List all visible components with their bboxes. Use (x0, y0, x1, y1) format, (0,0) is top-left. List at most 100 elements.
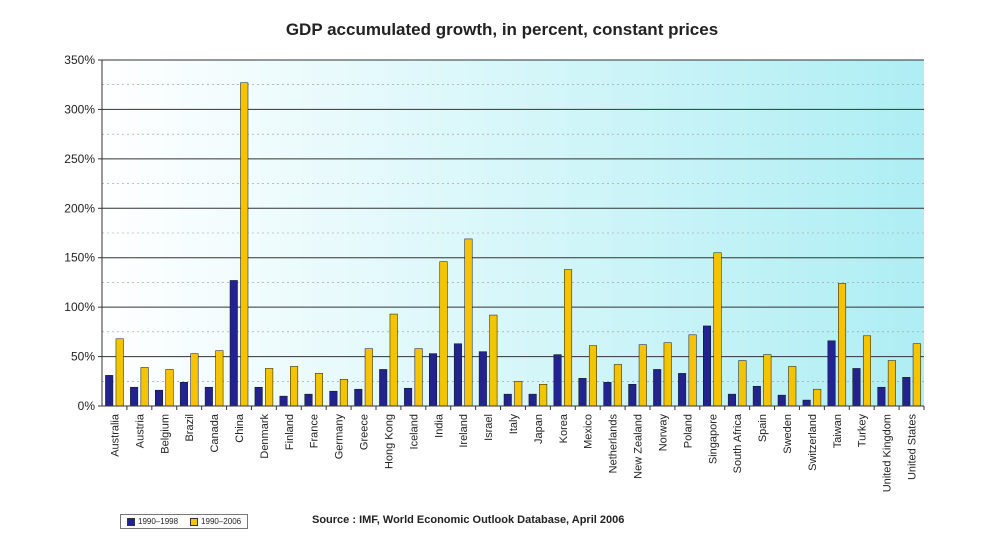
bar-series-1 (603, 382, 612, 407)
bar-series-2 (887, 360, 896, 407)
y-tick-label: 350% (64, 53, 95, 67)
bar-series-1 (777, 394, 786, 407)
x-axis: Australia Austria Belgium Brazil Canada China… (102, 405, 925, 492)
y-tick-label: 100% (64, 300, 95, 314)
x-tick-label: Hong Kong (383, 414, 395, 469)
bar-series-2 (514, 381, 523, 407)
bar-series-2 (813, 388, 822, 407)
bar-series-1 (204, 386, 213, 407)
bar-series-2 (912, 343, 921, 407)
legend-item-series-1: 1990–1998 (127, 517, 178, 526)
bar-series-2 (688, 334, 697, 407)
bar-series-1 (802, 399, 811, 407)
legend: 1990–1998 1990–2006 (120, 514, 249, 529)
bars-layer (105, 82, 921, 407)
bar-series-2 (314, 373, 323, 407)
y-tick-label: 200% (64, 201, 95, 215)
chart-title: GDP accumulated growth, in percent, cons… (285, 20, 719, 39)
bar-series-1 (628, 384, 637, 407)
bar-series-2 (489, 314, 498, 407)
bar-series-2 (439, 261, 448, 407)
y-tick-label: 300% (64, 102, 95, 116)
x-tick-label: Ireland (458, 414, 470, 448)
bar-series-1 (105, 375, 114, 407)
bar-series-1 (329, 390, 338, 407)
bar-series-1 (503, 393, 512, 407)
bar-series-2 (663, 342, 672, 407)
bar-series-2 (638, 344, 647, 407)
x-tick-label: Taiwan (832, 414, 844, 448)
x-tick-label: New Zealand (633, 414, 645, 479)
bar-series-1 (453, 343, 462, 407)
bar-series-2 (464, 238, 473, 407)
x-tick-label: Mexico (583, 414, 595, 449)
bar-series-2 (165, 369, 174, 407)
bar-series-2 (190, 353, 199, 407)
bar-series-1 (379, 369, 388, 407)
bar-series-1 (404, 387, 413, 407)
x-tick-label: United Kingdom (882, 414, 894, 492)
bar-series-2 (339, 379, 348, 407)
legend-label-series-1: 1990–1998 (138, 517, 179, 526)
x-tick-label: Korea (558, 413, 570, 443)
bar-series-1 (703, 325, 712, 407)
x-tick-label: Germany (334, 414, 346, 460)
bar-series-2 (115, 338, 124, 407)
y-axis: 0% 50% 100% 150% 200% 250% 300% 350% (64, 53, 103, 413)
bar-series-2 (862, 335, 871, 407)
x-tick-label: France (309, 414, 321, 448)
bar-series-1 (354, 388, 363, 407)
x-tick-label: Belgium (159, 414, 171, 454)
x-tick-label: Italy (508, 414, 520, 435)
bar-series-2 (414, 348, 423, 407)
x-tick-label: Iceland (408, 414, 420, 449)
bar-series-2 (240, 82, 249, 407)
bar-series-1 (553, 354, 562, 407)
x-tick-label: Brazil (184, 414, 196, 442)
x-tick-label: Greece (359, 414, 371, 450)
bar-series-1 (179, 382, 188, 407)
x-tick-label: Turkey (857, 414, 869, 448)
bar-series-1 (653, 369, 662, 407)
legend-swatch-series-2 (190, 517, 199, 526)
bar-series-1 (852, 368, 861, 407)
y-tick-label: 0% (78, 399, 96, 413)
bar-series-1 (279, 395, 288, 407)
source-note: Source : IMF, World Economic Outlook Dat… (312, 514, 625, 526)
bar-series-1 (678, 373, 687, 407)
bar-series-2 (788, 366, 797, 407)
bar-series-1 (827, 340, 836, 407)
bar-series-2 (564, 269, 573, 407)
bar-series-2 (140, 367, 149, 407)
bar-series-2 (713, 252, 722, 407)
bar-series-1 (877, 386, 886, 407)
x-tick-label: South Africa (732, 413, 744, 473)
x-tick-label: Singapore (707, 414, 719, 464)
y-tick-label: 50% (71, 350, 95, 364)
bar-series-1 (254, 386, 263, 407)
bar-series-2 (838, 283, 847, 407)
bar-series-2 (588, 345, 597, 407)
x-tick-label: Finland (284, 414, 296, 450)
bar-series-2 (290, 366, 299, 407)
y-tick-label: 150% (64, 251, 95, 265)
legend-label-series-2: 1990–2006 (201, 517, 242, 526)
y-tick-label: 250% (64, 152, 95, 166)
x-tick-label: Poland (682, 414, 694, 448)
x-tick-label: United States (907, 414, 919, 481)
x-tick-label: Austria (134, 413, 146, 448)
bar-series-1 (229, 280, 238, 407)
x-tick-label: Denmark (259, 414, 271, 459)
bar-series-2 (539, 384, 548, 407)
bar-series-1 (528, 393, 537, 407)
x-tick-label: Australia (109, 413, 121, 457)
x-tick-label: Switzerland (807, 414, 819, 471)
bar-series-2 (389, 313, 398, 407)
bar-series-1 (727, 393, 736, 407)
bar-series-2 (763, 354, 772, 407)
x-tick-label: China (234, 413, 246, 443)
bar-series-1 (304, 393, 313, 407)
x-tick-label: Sweden (782, 414, 794, 454)
x-tick-label: India (433, 413, 445, 438)
